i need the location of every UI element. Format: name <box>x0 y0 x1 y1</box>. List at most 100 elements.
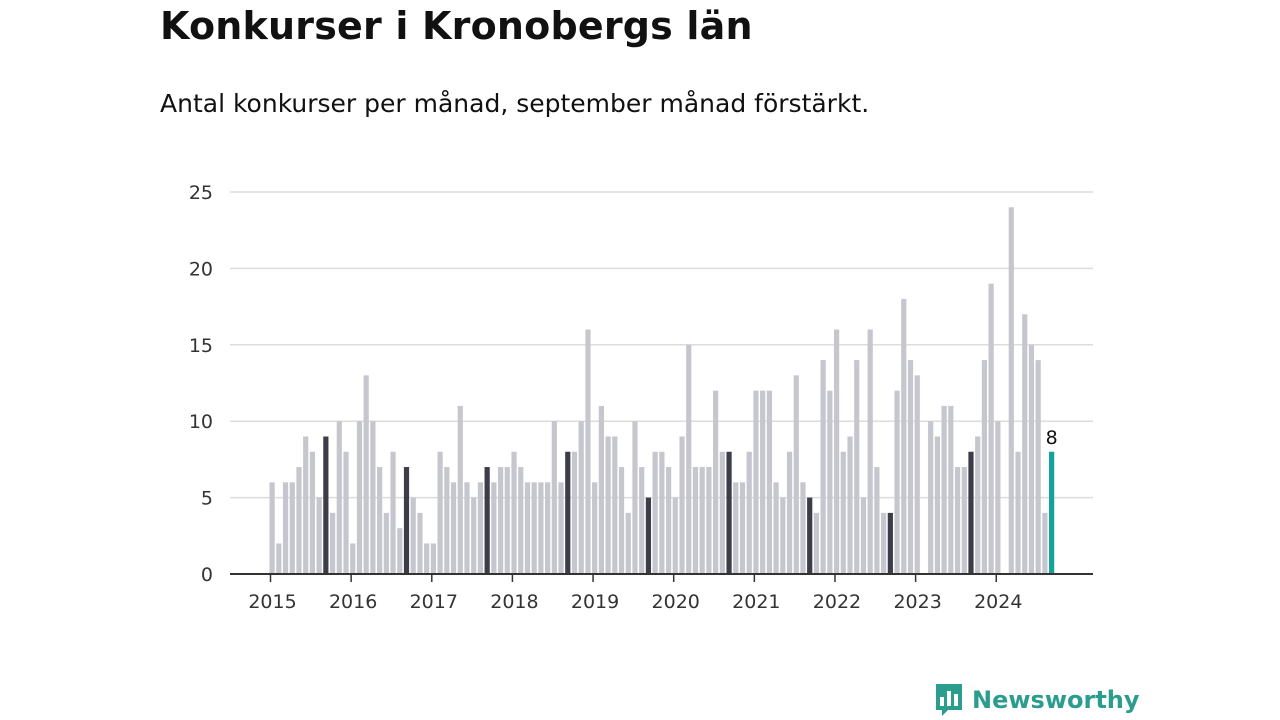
bar <box>363 375 369 574</box>
bar <box>417 512 423 574</box>
bar <box>377 467 383 574</box>
bar <box>410 497 416 574</box>
bar <box>954 467 961 574</box>
axes <box>230 573 1093 582</box>
bar <box>860 497 867 574</box>
bar <box>316 497 322 574</box>
bar <box>746 451 752 574</box>
bar <box>598 405 604 574</box>
x-tick-label: 2018 <box>490 591 538 613</box>
x-tick-label: 2019 <box>571 591 619 613</box>
x-tick-label: 2022 <box>813 591 861 613</box>
bar <box>961 467 967 574</box>
bar <box>793 375 799 574</box>
bar-chart-speech-bubble-icon <box>936 684 962 716</box>
bar <box>719 451 725 574</box>
bar <box>370 421 376 574</box>
x-tick-label: 2015 <box>248 591 296 613</box>
bar <box>336 421 342 574</box>
bar <box>807 497 813 574</box>
bar <box>968 451 974 574</box>
bar <box>518 467 524 574</box>
bar <box>981 360 988 574</box>
bar <box>699 467 705 574</box>
bar <box>1022 314 1028 574</box>
bar <box>269 482 275 574</box>
bar <box>484 467 490 574</box>
bar <box>652 451 658 574</box>
bar <box>444 467 450 574</box>
bar <box>464 482 470 574</box>
bar <box>941 405 947 574</box>
bar <box>1042 512 1048 574</box>
bar <box>437 451 443 574</box>
bar <box>713 390 719 574</box>
bar <box>545 482 551 574</box>
bar <box>618 467 625 574</box>
x-tick-label: 2024 <box>974 591 1022 613</box>
bar <box>881 512 887 574</box>
chart-subtitle: Antal konkurser per månad, september mån… <box>160 89 870 118</box>
chart-title: Konkurser i Kronobergs län <box>160 4 753 48</box>
y-tick-label: 10 <box>189 411 213 433</box>
bar <box>867 329 873 574</box>
bar <box>511 451 517 574</box>
bar <box>914 375 920 574</box>
bar <box>813 512 820 574</box>
x-tick-label: 2020 <box>652 591 700 613</box>
bar <box>343 451 349 574</box>
bar <box>303 436 309 574</box>
bar <box>672 497 678 574</box>
bar <box>995 421 1001 574</box>
bar <box>847 436 853 574</box>
bar <box>578 421 584 574</box>
bar <box>471 497 477 574</box>
bar <box>551 421 557 574</box>
bar <box>901 298 907 574</box>
bar <box>309 451 316 574</box>
x-tick-label: 2017 <box>410 591 458 613</box>
data-label: 8 <box>1046 427 1058 449</box>
bar <box>558 482 564 574</box>
bar <box>632 421 638 574</box>
bar <box>739 482 746 574</box>
bar <box>773 482 779 574</box>
bar <box>531 482 537 574</box>
bar <box>282 482 289 574</box>
bar <box>833 329 840 574</box>
bar <box>491 482 497 574</box>
brand-logo: Newsworthy <box>934 682 1140 718</box>
bar <box>780 497 786 574</box>
bar <box>665 467 672 574</box>
y-tick-label: 25 <box>189 182 213 204</box>
bar <box>296 467 302 574</box>
bar <box>706 467 712 574</box>
bar <box>424 543 430 574</box>
bar <box>403 467 410 574</box>
bar <box>329 512 336 574</box>
bar <box>504 467 510 574</box>
bar <box>692 467 699 574</box>
bar <box>571 451 578 574</box>
bar <box>430 543 436 574</box>
bar <box>820 360 826 574</box>
bar <box>726 451 732 574</box>
bar <box>645 497 652 574</box>
bar <box>733 482 739 574</box>
bar <box>450 482 457 574</box>
bar <box>524 482 531 574</box>
bar <box>457 405 463 574</box>
bar <box>397 528 403 574</box>
bar <box>1028 344 1035 574</box>
bar <box>497 467 504 574</box>
y-tick-label: 0 <box>201 564 213 586</box>
bar <box>1015 451 1021 574</box>
bar <box>686 344 692 574</box>
bar <box>907 360 914 574</box>
bar-series <box>269 207 1055 574</box>
bar <box>975 436 981 574</box>
bar <box>592 482 598 574</box>
tick-labels: 0 5 10 15 20 25 2015 2016 2017 2018 2019 2020 2021 20… <box>189 182 1058 613</box>
brand-name: Newsworthy <box>972 686 1140 714</box>
bar <box>659 451 665 574</box>
